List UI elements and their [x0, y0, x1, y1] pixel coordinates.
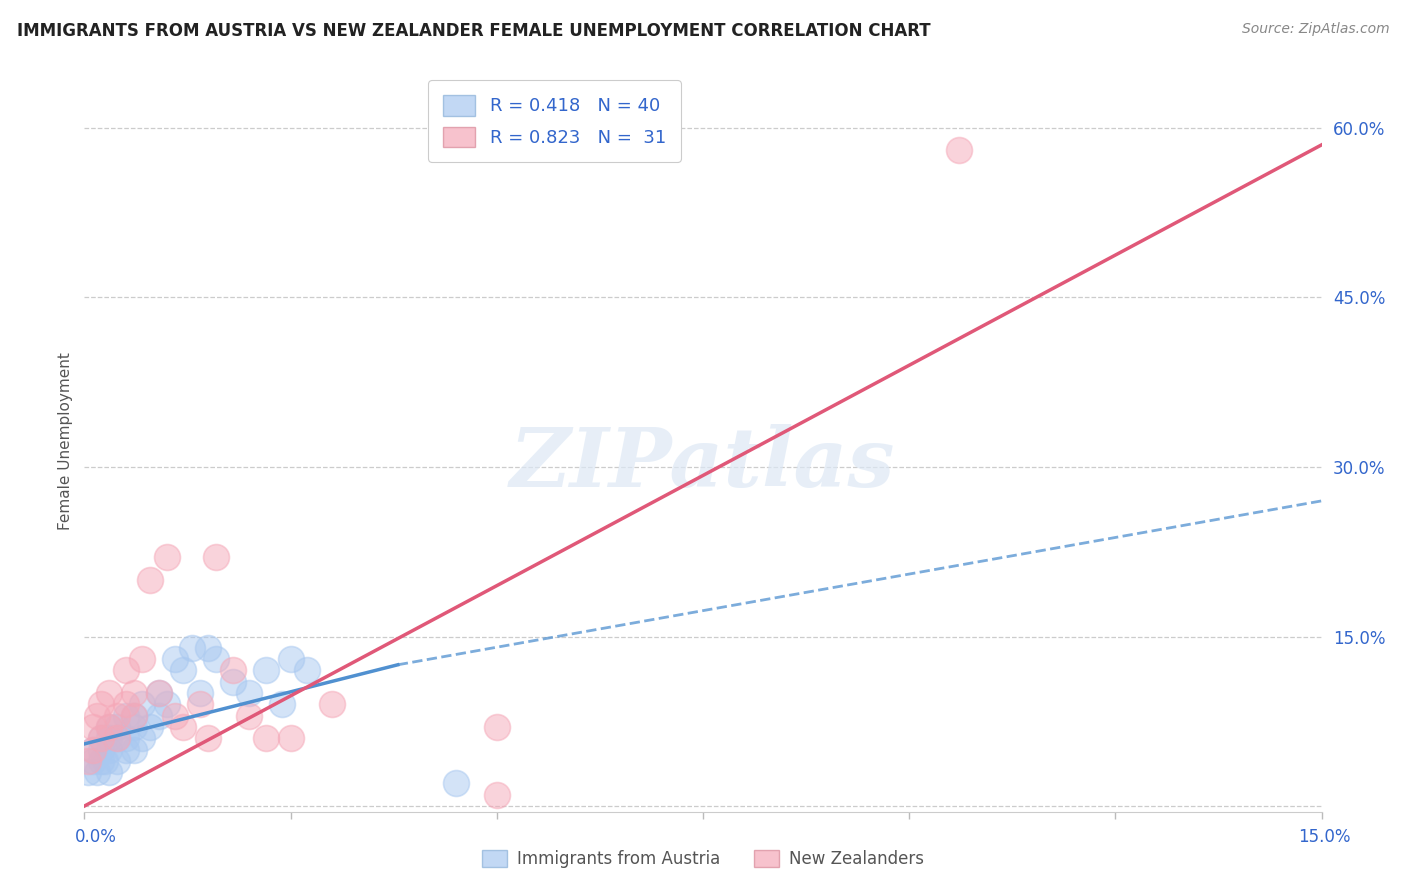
Point	[148, 686, 170, 700]
Point	[148, 708, 170, 723]
Point	[105, 731, 128, 746]
Point	[90, 754, 112, 768]
Text: Source: ZipAtlas.com: Source: ZipAtlas.com	[1241, 22, 1389, 37]
Point	[156, 550, 179, 565]
Y-axis label: Female Unemployment: Female Unemployment	[58, 352, 73, 531]
Point	[222, 674, 245, 689]
Point	[254, 664, 277, 678]
Point	[172, 720, 194, 734]
Point	[105, 720, 128, 734]
Point	[90, 698, 112, 712]
Point	[131, 652, 153, 666]
Point	[90, 731, 112, 746]
Point	[165, 652, 187, 666]
Point	[105, 731, 128, 746]
Point	[122, 742, 145, 756]
Legend: Immigrants from Austria, New Zealanders: Immigrants from Austria, New Zealanders	[475, 843, 931, 875]
Point	[271, 698, 294, 712]
Text: IMMIGRANTS FROM AUSTRIA VS NEW ZEALANDER FEMALE UNEMPLOYMENT CORRELATION CHART: IMMIGRANTS FROM AUSTRIA VS NEW ZEALANDER…	[17, 22, 931, 40]
Point	[114, 731, 136, 746]
Point	[444, 776, 467, 790]
Point	[148, 686, 170, 700]
Point	[105, 754, 128, 768]
Point	[114, 698, 136, 712]
Point	[98, 742, 121, 756]
Point	[205, 652, 228, 666]
Point	[98, 686, 121, 700]
Point	[77, 765, 100, 780]
Text: ZIPatlas: ZIPatlas	[510, 424, 896, 504]
Point	[222, 664, 245, 678]
Point	[254, 731, 277, 746]
Point	[86, 765, 108, 780]
Point	[86, 708, 108, 723]
Point	[165, 708, 187, 723]
Legend: R = 0.418   N = 40, R = 0.823   N =  31: R = 0.418 N = 40, R = 0.823 N = 31	[429, 80, 681, 161]
Point	[197, 640, 219, 655]
Point	[280, 731, 302, 746]
Point	[188, 698, 211, 712]
Point	[485, 720, 508, 734]
Point	[122, 720, 145, 734]
Point	[82, 720, 104, 734]
Text: 0.0%: 0.0%	[75, 828, 117, 846]
Point	[485, 788, 508, 802]
Point	[295, 664, 318, 678]
Point	[98, 720, 121, 734]
Point	[98, 731, 121, 746]
Point	[172, 664, 194, 678]
Point	[131, 731, 153, 746]
Point	[105, 708, 128, 723]
Point	[131, 698, 153, 712]
Point	[82, 742, 104, 756]
Point	[98, 765, 121, 780]
Point	[238, 708, 260, 723]
Point	[139, 573, 162, 587]
Point	[122, 708, 145, 723]
Point	[82, 742, 104, 756]
Point	[114, 664, 136, 678]
Point	[94, 754, 117, 768]
Text: 15.0%: 15.0%	[1298, 828, 1351, 846]
Point	[122, 686, 145, 700]
Point	[180, 640, 202, 655]
Point	[114, 708, 136, 723]
Point	[139, 720, 162, 734]
Point	[156, 698, 179, 712]
Point	[188, 686, 211, 700]
Point	[948, 144, 970, 158]
Point	[238, 686, 260, 700]
Point	[90, 742, 112, 756]
Point	[205, 550, 228, 565]
Point	[122, 708, 145, 723]
Point	[114, 742, 136, 756]
Point	[321, 698, 343, 712]
Point	[280, 652, 302, 666]
Point	[77, 754, 100, 768]
Point	[197, 731, 219, 746]
Point	[98, 720, 121, 734]
Point	[90, 731, 112, 746]
Point	[82, 754, 104, 768]
